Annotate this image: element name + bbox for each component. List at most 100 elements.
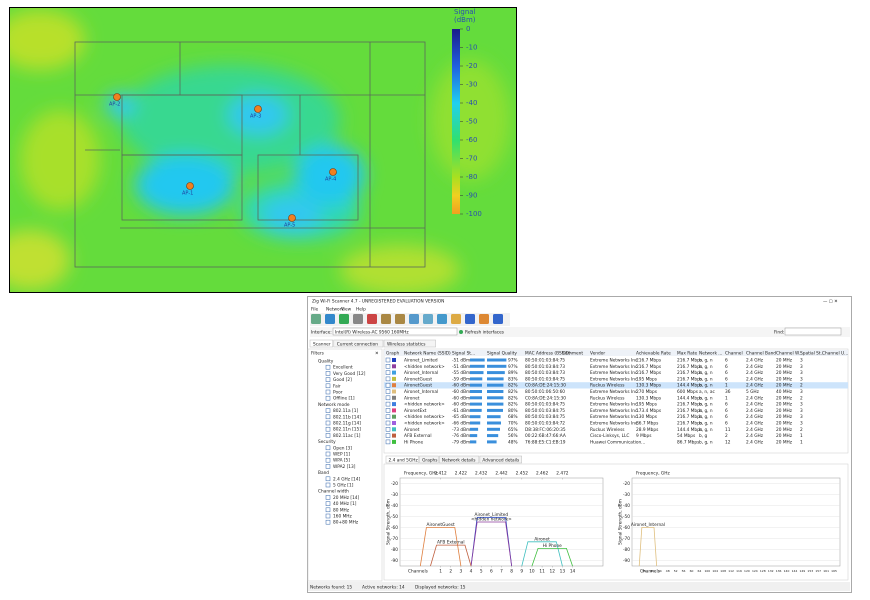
filter-checkbox[interactable]	[325, 464, 331, 469]
column-header[interactable]: Max Rate	[677, 351, 697, 357]
tab-label[interactable]: Scanner	[313, 342, 331, 348]
toolbar-button[interactable]	[479, 314, 489, 324]
filter-item[interactable]: Fair	[333, 383, 341, 389]
filter-checkbox[interactable]	[325, 457, 331, 463]
filter-group[interactable]: Channel width	[318, 489, 349, 495]
interface-combo[interactable]	[332, 327, 458, 336]
filter-checkbox[interactable]	[325, 495, 331, 500]
filter-checkbox[interactable]	[325, 519, 331, 525]
filter-checkbox[interactable]	[325, 408, 331, 413]
filter-item[interactable]: Good [2]	[333, 377, 352, 383]
column-header[interactable]: Network Name (SSID)	[404, 351, 451, 357]
filter-group[interactable]: Network mode	[318, 402, 350, 408]
filter-checkbox[interactable]	[325, 364, 331, 370]
tab-label[interactable]: Network details	[442, 458, 476, 464]
filter-item[interactable]: Very Good [12]	[333, 371, 366, 377]
toolbar-button[interactable]	[395, 314, 405, 324]
filter-checkbox[interactable]	[325, 507, 331, 513]
filter-item[interactable]: 802.11g [14]	[333, 421, 361, 427]
column-header[interactable]: Spatial St...	[800, 351, 825, 357]
menu-item[interactable]: Network	[326, 307, 344, 313]
toolbar-button[interactable]	[423, 314, 433, 324]
column-header[interactable]: Channel U...	[822, 351, 848, 357]
filter-item[interactable]: 80+80 MHz	[333, 520, 359, 526]
filter-item[interactable]: WEP [1]	[333, 452, 350, 458]
filter-checkbox[interactable]	[325, 501, 331, 506]
filter-group[interactable]: Band	[318, 470, 329, 476]
filter-item[interactable]: 802.11n [15]	[333, 427, 361, 433]
filter-item[interactable]: 80 MHz	[333, 507, 350, 513]
filter-item[interactable]: 5 GHz [1]	[333, 483, 354, 489]
tab[interactable]	[383, 339, 436, 348]
column-header[interactable]: Vendor	[590, 351, 605, 357]
toolbar-button[interactable]	[437, 314, 447, 324]
column-header[interactable]: MAC Address (BSSID)	[525, 351, 571, 357]
filter-item[interactable]: WPA [5]	[333, 458, 350, 464]
row-checkbox[interactable]	[385, 382, 391, 388]
row-checkbox[interactable]	[385, 420, 391, 426]
row-checkbox[interactable]	[385, 439, 391, 445]
filter-item[interactable]: 20 MHz [14]	[333, 495, 360, 501]
toolbar-button[interactable]	[367, 314, 377, 324]
filter-item[interactable]: Open [3]	[333, 445, 352, 451]
toolbar-button[interactable]	[311, 314, 321, 324]
tab[interactable]	[333, 339, 384, 348]
row-checkbox[interactable]	[385, 401, 391, 407]
menu-item[interactable]: View	[341, 307, 352, 313]
filter-group[interactable]: Quality	[318, 359, 334, 365]
access-point[interactable]	[186, 182, 194, 190]
filter-checkbox[interactable]	[325, 433, 331, 438]
filter-checkbox[interactable]	[325, 389, 331, 395]
tab[interactable]	[419, 455, 439, 464]
row-checkbox[interactable]	[385, 433, 391, 438]
filter-checkbox[interactable]	[325, 395, 331, 401]
column-header[interactable]: Channel Band	[746, 351, 776, 357]
column-header[interactable]: Network ...	[699, 351, 722, 357]
access-point[interactable]	[329, 168, 337, 176]
filter-checkbox[interactable]	[325, 420, 331, 426]
filter-item[interactable]: Offline [1]	[333, 396, 355, 402]
row-checkbox[interactable]	[385, 376, 391, 382]
filter-item[interactable]: 802.11b [14]	[333, 414, 361, 420]
tab-label[interactable]: Wireless statistics	[387, 342, 426, 348]
filter-checkbox[interactable]	[325, 414, 331, 420]
filter-item[interactable]: 2.4 GHz [14]	[333, 476, 361, 482]
filter-item[interactable]: Poor	[333, 390, 343, 396]
filter-item[interactable]: 40 MHz [1]	[333, 501, 357, 507]
menu-item[interactable]: File	[311, 307, 319, 313]
column-header[interactable]: Graph	[386, 351, 399, 357]
toolbar-button[interactable]	[325, 314, 335, 324]
row-checkbox[interactable]	[385, 395, 391, 401]
filter-checkbox[interactable]	[325, 476, 331, 482]
column-header[interactable]: Achievable Rate	[636, 351, 671, 357]
filter-checkbox[interactable]	[325, 426, 331, 432]
row-checkbox[interactable]	[385, 364, 391, 369]
filter-item[interactable]: WPA2 [13]	[333, 464, 356, 470]
row-checkbox[interactable]	[385, 389, 391, 394]
tab[interactable]	[439, 455, 480, 464]
row-checkbox[interactable]	[385, 427, 391, 432]
tab-label[interactable]: Graphs	[422, 458, 438, 464]
filter-item[interactable]: Excellent	[333, 365, 353, 371]
filter-checkbox[interactable]	[325, 445, 331, 451]
tab-label[interactable]: Advanced details	[482, 458, 520, 464]
column-header[interactable]: Signal Quality	[487, 351, 517, 357]
column-header[interactable]: Channel W...	[776, 351, 803, 357]
toolbar-button[interactable]	[353, 314, 363, 324]
toolbar-button[interactable]	[451, 314, 461, 324]
column-header[interactable]: Channel	[725, 351, 743, 357]
menu-item[interactable]: Help	[356, 307, 366, 313]
filter-item[interactable]: 160 MHz	[333, 514, 353, 520]
filter-checkbox[interactable]	[325, 377, 331, 382]
access-point[interactable]	[288, 214, 296, 222]
column-header[interactable]: Signal St...	[452, 351, 475, 357]
filter-item[interactable]: 802.11ac [1]	[333, 433, 361, 439]
tab[interactable]	[479, 455, 522, 464]
row-checkbox[interactable]	[385, 357, 391, 363]
tab-label[interactable]: Current connection	[337, 342, 378, 348]
filter-checkbox[interactable]	[325, 371, 331, 376]
toolbar-button[interactable]	[339, 314, 349, 324]
refresh-icon[interactable]	[459, 330, 463, 334]
row-checkbox[interactable]	[385, 370, 391, 375]
tab[interactable]	[309, 339, 334, 348]
